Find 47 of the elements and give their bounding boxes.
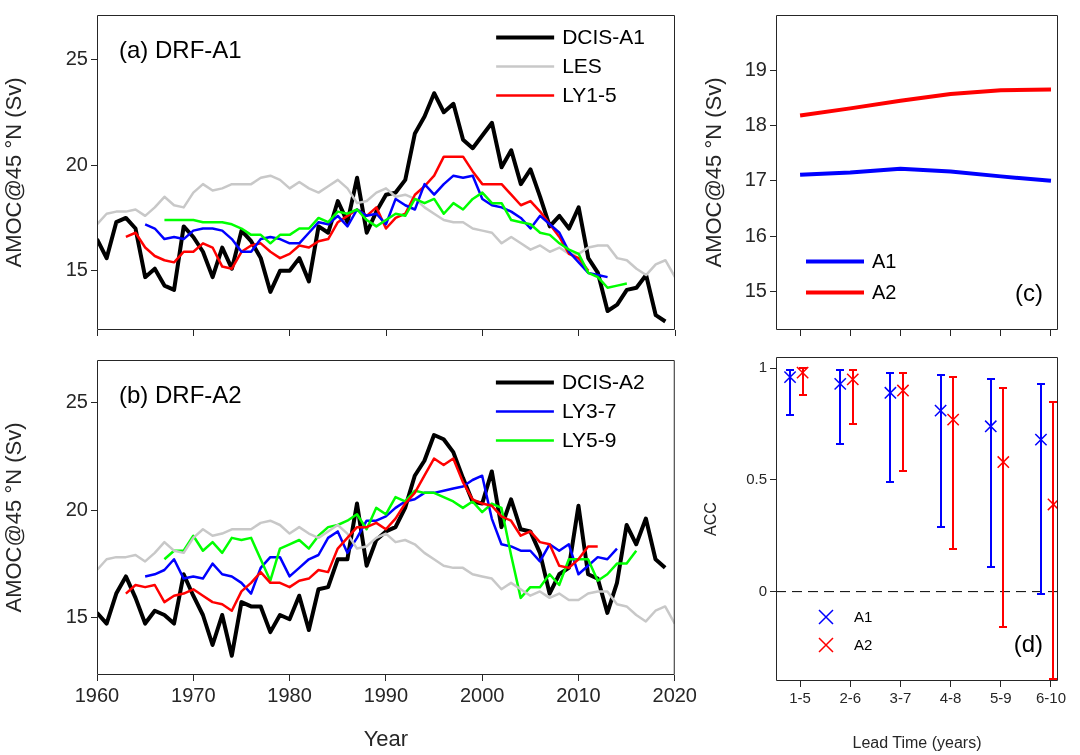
y-tick-label: 1 [758, 358, 767, 376]
x-tick-label: 1960 [74, 683, 120, 706]
text: (c) [1015, 278, 1043, 306]
y-tick-label: 17 [744, 168, 767, 191]
y-tick-label: 16 [744, 223, 767, 246]
y-tick-label: 0 [758, 581, 767, 599]
y-tick-label: 20 [65, 152, 88, 175]
x-tick-label: 1990 [363, 683, 409, 706]
text: (a) DRF-A1 [119, 35, 242, 63]
y-tick-label: 15 [744, 278, 767, 301]
x-tick-label: 5-9 [989, 689, 1012, 707]
y-axis-title: AMOC@45 °N (Sv) [1, 77, 27, 268]
x-tick-label: 2010 [556, 683, 601, 706]
legend-label: A2 [872, 281, 897, 304]
x-tick-label: 1980 [267, 683, 312, 706]
y-tick-label: 19 [744, 57, 767, 80]
legend-label: LY3-7 [561, 399, 617, 423]
legend-label: LY1-5 [562, 83, 617, 107]
x-axis-title: Lead Time (years) [852, 733, 982, 751]
y-tick-label: 18 [744, 113, 767, 136]
x-tick-label: 4-8 [939, 689, 962, 707]
y-tick-label: 15 [65, 258, 88, 281]
x-tick-label: 3-7 [889, 689, 912, 707]
legend-label: DCIS-A1 [562, 25, 646, 49]
x-tick-label: 2-6 [839, 689, 862, 707]
legend-label: DCIS-A2 [561, 370, 645, 394]
x-tick-label: 1970 [171, 683, 216, 706]
y-axis-title: ACC [702, 502, 720, 536]
y-tick-label: 0.5 [746, 470, 767, 488]
y-tick-label: 15 [65, 604, 88, 627]
y-axis-title: AMOC@45 °N (Sv) [701, 77, 727, 268]
y-axis-title: AMOC@45 °N (Sv) [1, 422, 27, 613]
legend-label: A2 [854, 636, 873, 654]
x-axis-title: Year [363, 725, 409, 751]
legend-label: A1 [872, 250, 897, 273]
x-tick-label: 1-5 [789, 689, 811, 707]
legend-label: LES [562, 54, 602, 78]
legend-label: A1 [854, 608, 873, 626]
x-tick-label: 6-10 [1035, 689, 1066, 707]
x-tick-label: 2020 [652, 683, 697, 706]
x-tick-label: 2000 [459, 683, 505, 706]
text: (b) DRF-A2 [119, 380, 242, 408]
y-tick-label: 25 [65, 390, 88, 413]
legend-label: LY5-9 [561, 428, 617, 452]
text: (d) [1013, 629, 1043, 657]
y-tick-label: 20 [65, 497, 88, 520]
y-tick-label: 25 [65, 46, 88, 69]
